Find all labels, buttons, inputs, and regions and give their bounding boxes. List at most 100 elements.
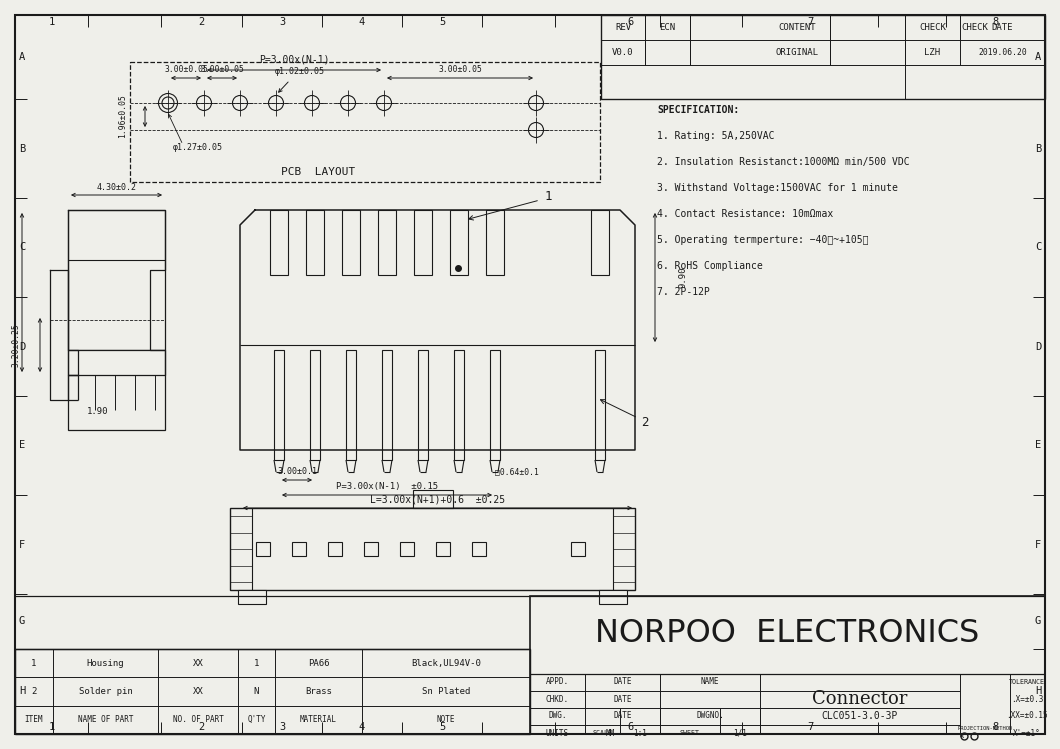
Text: N: N <box>253 687 260 696</box>
Text: DWGNO.: DWGNO. <box>696 712 724 721</box>
Text: H: H <box>1035 687 1041 697</box>
Text: 1: 1 <box>49 722 55 732</box>
Bar <box>68 350 165 430</box>
Text: CHECK: CHECK <box>919 23 946 32</box>
Bar <box>130 62 600 182</box>
Text: ORIGINAL: ORIGINAL <box>776 48 819 57</box>
Text: Black,UL94V-0: Black,UL94V-0 <box>411 658 481 667</box>
Bar <box>414 210 432 275</box>
Text: PCB  LAYOUT: PCB LAYOUT <box>281 167 355 177</box>
Text: 7: 7 <box>807 17 813 27</box>
Bar <box>412 490 453 508</box>
Bar <box>364 542 378 556</box>
Bar <box>230 508 635 590</box>
Text: 2: 2 <box>641 416 649 428</box>
Text: C: C <box>1035 243 1041 252</box>
Text: V0.0: V0.0 <box>613 48 634 57</box>
Text: B: B <box>1035 144 1041 154</box>
Text: G: G <box>19 616 25 626</box>
Text: CONTENT: CONTENT <box>779 23 816 32</box>
Text: Q'TY: Q'TY <box>247 715 266 724</box>
Text: 4.30±0.2: 4.30±0.2 <box>96 183 137 192</box>
Text: 3: 3 <box>279 17 285 27</box>
Bar <box>15 649 530 734</box>
Text: □0.64±0.1: □0.64±0.1 <box>495 467 538 476</box>
Text: E: E <box>19 440 25 450</box>
Text: 4: 4 <box>359 722 365 732</box>
Bar <box>292 542 306 556</box>
Text: B: B <box>19 144 25 154</box>
Text: PA66: PA66 <box>307 658 330 667</box>
Bar <box>400 542 414 556</box>
Text: 1.96±0.05: 1.96±0.05 <box>119 94 127 139</box>
Text: A: A <box>1035 52 1041 62</box>
Text: G: G <box>1035 616 1041 626</box>
Bar <box>257 542 270 556</box>
Text: CLC051-3.0-3P: CLC051-3.0-3P <box>822 711 898 721</box>
Bar <box>273 350 284 460</box>
Text: 6. RoHS Compliance: 6. RoHS Compliance <box>657 261 763 271</box>
Text: TOLERANCE: TOLERANCE <box>1009 679 1045 685</box>
Bar <box>68 210 165 350</box>
Bar <box>450 210 469 275</box>
Text: Brass: Brass <box>305 687 332 696</box>
Text: 4. Contact Resistance: 10mΩmax: 4. Contact Resistance: 10mΩmax <box>657 209 833 219</box>
Bar <box>490 350 500 460</box>
Text: 3.20±0.25: 3.20±0.25 <box>12 323 20 367</box>
Text: DWG.: DWG. <box>548 712 567 721</box>
Text: 3.00±0.05: 3.00±0.05 <box>164 65 208 74</box>
Text: Sn Plated: Sn Plated <box>422 687 471 696</box>
Text: 5: 5 <box>439 17 445 27</box>
Bar <box>238 590 266 604</box>
Text: 3.00±0.05: 3.00±0.05 <box>200 65 244 74</box>
Text: E: E <box>1035 440 1041 450</box>
Text: APPD.: APPD. <box>546 678 569 687</box>
Text: P=3.00x(N-1)  ±0.15: P=3.00x(N-1) ±0.15 <box>336 482 438 491</box>
Text: 1/1: 1/1 <box>734 729 747 738</box>
Text: SPECIFICATION:: SPECIFICATION: <box>657 105 739 115</box>
Text: 2: 2 <box>198 17 205 27</box>
Bar <box>346 350 356 460</box>
Text: DATE: DATE <box>614 678 632 687</box>
Text: ITEM: ITEM <box>24 715 43 724</box>
Text: 1.90: 1.90 <box>87 407 109 416</box>
Text: φ1.02±0.05: φ1.02±0.05 <box>275 67 325 76</box>
Bar <box>530 596 1045 734</box>
Text: SCALE: SCALE <box>593 730 613 736</box>
Text: P=3.00x(N-1): P=3.00x(N-1) <box>259 55 330 65</box>
Text: 1: 1 <box>253 658 260 667</box>
Text: 6: 6 <box>628 722 634 732</box>
Bar <box>382 350 392 460</box>
Bar <box>595 350 605 460</box>
Text: PROJECTION-METHOD: PROJECTION-METHOD <box>957 726 1012 730</box>
Text: NO. OF PART: NO. OF PART <box>173 715 224 724</box>
Text: LZH: LZH <box>924 48 940 57</box>
Text: 7: 7 <box>807 722 813 732</box>
Bar <box>591 210 609 275</box>
Bar <box>310 350 320 460</box>
Text: NAME OF PART: NAME OF PART <box>77 715 134 724</box>
Text: A: A <box>19 52 25 62</box>
Text: F: F <box>1035 539 1041 550</box>
Text: 2: 2 <box>32 687 37 696</box>
Bar <box>418 350 428 460</box>
Text: D: D <box>1035 342 1041 351</box>
Text: 5. Operating termperture: −40℃~+105℃: 5. Operating termperture: −40℃~+105℃ <box>657 235 868 245</box>
Text: 8: 8 <box>992 722 999 732</box>
Text: 2. Insulation Resistanct:1000MΩ min/500 VDC: 2. Insulation Resistanct:1000MΩ min/500 … <box>657 157 909 167</box>
Text: DATE: DATE <box>992 23 1013 32</box>
Bar <box>436 542 450 556</box>
Text: DATE: DATE <box>614 712 632 721</box>
Text: F: F <box>19 539 25 550</box>
Text: L=3.00x(N+1)+0.6  ±0.25: L=3.00x(N+1)+0.6 ±0.25 <box>370 494 505 504</box>
Text: Solder pin: Solder pin <box>78 687 132 696</box>
Bar <box>485 210 504 275</box>
Text: 1: 1 <box>32 658 37 667</box>
Text: XX: XX <box>193 658 204 667</box>
Text: REV: REV <box>615 23 631 32</box>
Text: 3: 3 <box>279 722 285 732</box>
Text: .XX=±0.15: .XX=±0.15 <box>1006 712 1048 721</box>
Text: C: C <box>19 243 25 252</box>
Bar <box>270 210 288 275</box>
Text: Connector: Connector <box>812 690 907 708</box>
